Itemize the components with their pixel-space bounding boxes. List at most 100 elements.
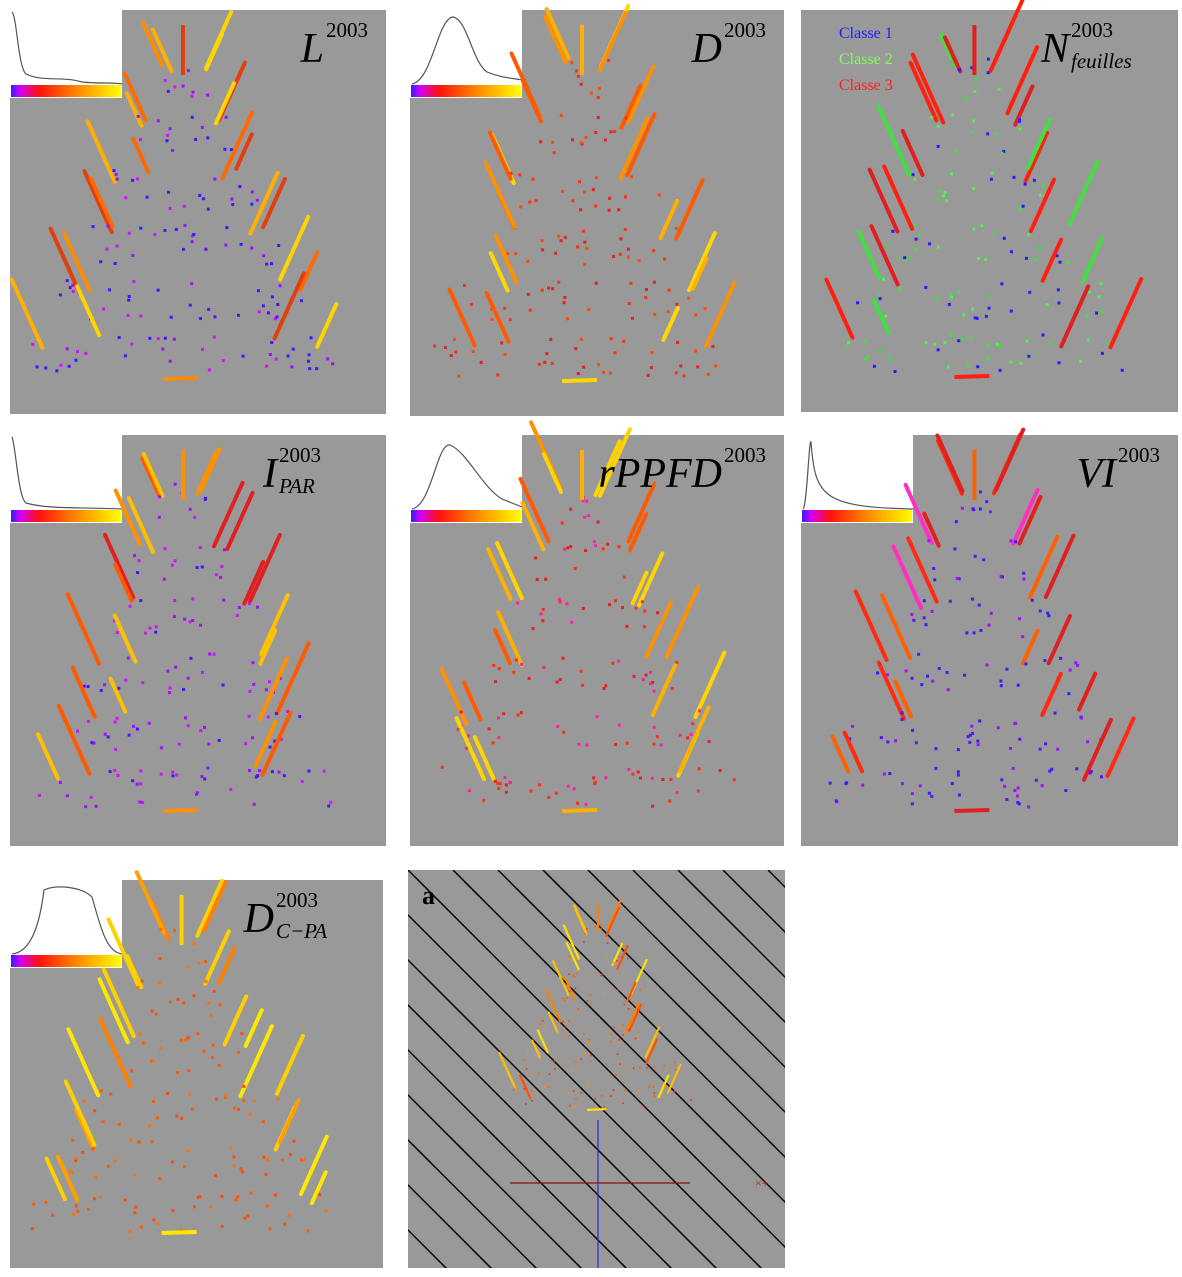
needle-dot [171,770,175,774]
needle-dot [1076,663,1080,667]
needle-dot [638,1033,641,1036]
needle-dot [995,132,999,136]
needle-dot [649,366,653,370]
needle-dot [326,357,330,361]
needle-dot [136,571,140,575]
branch [113,562,134,603]
needle-dot [912,618,916,622]
needle-dot [154,1012,158,1016]
needle-dot [674,371,678,375]
needle-dot [561,189,565,193]
needle-dot [638,1039,640,1041]
needle-dot [196,1195,200,1199]
needle-dot [596,96,600,100]
needle-dot [595,176,599,180]
needle-dot [223,147,227,151]
needle-dot [159,772,163,776]
needle-dot [209,1204,213,1208]
colorbar [802,510,912,522]
needle-dot [221,359,225,363]
needle-dot [131,253,135,257]
needle-dot [942,194,946,198]
branch [201,880,228,933]
needle-dot [173,559,177,563]
needle-dot [191,90,195,94]
needle-dot [968,740,972,744]
branch [103,532,136,600]
needle-dot [651,804,655,808]
needle-dot [932,567,936,571]
branch [131,136,151,174]
needle-dot [652,1085,655,1088]
branch [1108,276,1144,350]
needle-dot [957,339,961,343]
needle-dot [570,138,574,142]
needle-dot [630,316,634,320]
needle-dot [648,1086,650,1089]
needle-dot [187,1069,191,1073]
needle-dot [494,680,498,684]
needle-dot [667,288,671,292]
needle-dot [207,742,211,746]
needle-dot [1034,778,1038,782]
needle-dot [298,715,302,719]
needle-dot [139,226,143,230]
needle-dot [551,1060,553,1062]
needle-dot [973,316,977,320]
needle-dot [900,717,904,721]
needle-dot [158,1176,162,1180]
histogram-inset [801,431,913,523]
needle-dot [127,733,131,737]
needle-dot [974,77,978,81]
branch [593,439,622,497]
needle-dot [290,365,294,369]
needle-dot [872,364,876,368]
needle-dot [173,598,177,602]
needle-dot [975,316,979,320]
needle-dot [500,341,504,345]
needle-dot [117,686,121,690]
branch [70,665,97,719]
needle-dot [894,739,898,743]
histogram-inset [10,431,122,523]
needle-dot [639,989,641,991]
needle-dot [565,317,569,321]
branch [1017,494,1043,546]
needle-dot [1088,290,1092,294]
needle-dot [188,507,192,511]
needle-dot [594,130,598,134]
needle-dot [250,736,254,740]
branch [658,198,680,241]
needle-dot [973,89,977,93]
needle-dot [230,197,234,201]
needle-dot [229,787,233,791]
needle-dot [117,1122,121,1126]
needle-dot [256,605,260,609]
branch [9,277,45,350]
needle-dot [236,1107,240,1111]
needle-dot [986,344,990,348]
needle-dot [89,795,93,799]
needle-dot [67,364,71,368]
needle-dot [94,1175,98,1179]
branch [493,234,519,285]
needle-dot [81,1150,85,1154]
needle-dot [584,933,586,935]
needle-dot [1064,788,1068,792]
needle-dot [84,805,88,809]
needle-dot [613,599,617,603]
needle-dot [99,688,103,692]
needle-dot [661,1098,664,1101]
needle-dot [670,686,674,690]
needle-dot [707,739,711,743]
colorbar [11,510,121,522]
branch [126,496,156,554]
needle-dot [1018,617,1022,621]
needle-dot [631,1005,633,1008]
needle-dot [913,177,917,181]
needle-dot [566,546,570,550]
needle-dot [988,510,992,514]
needle-dot [581,607,585,611]
branch [257,656,289,722]
needle-dot [732,778,736,782]
